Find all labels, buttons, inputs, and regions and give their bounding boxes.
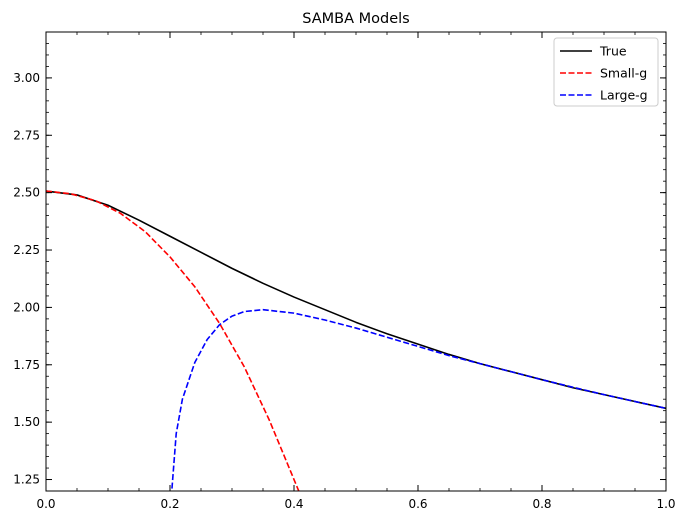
y-tick-label: 2.50 bbox=[13, 186, 40, 200]
y-tick-label: 2.25 bbox=[13, 243, 40, 257]
x-tick-label: 0.8 bbox=[532, 497, 551, 511]
x-tick-label: 0.6 bbox=[408, 497, 427, 511]
legend-label-true: True bbox=[599, 44, 627, 59]
legend-box bbox=[553, 37, 659, 107]
chart-title: SAMBA Models bbox=[302, 11, 409, 27]
x-tick-label: 0.2 bbox=[160, 497, 179, 511]
x-tick-label: 1.0 bbox=[656, 497, 675, 511]
legend-label-small-g: Small-g bbox=[600, 66, 647, 81]
legend-label-large-g: Large-g bbox=[600, 88, 648, 103]
x-tick-label: 0.4 bbox=[284, 497, 303, 511]
legend: True Small-g Large-g bbox=[553, 37, 659, 107]
plot-area: 0.0 0.2 0.4 0.6 0.8 1.0 1.25 1.50 1.75 2.00 2.25 2.… bbox=[13, 31, 676, 511]
x-tick-label: 0.0 bbox=[36, 497, 55, 511]
y-tick-label: 2.00 bbox=[13, 300, 40, 314]
y-tick-label: 3.00 bbox=[13, 71, 40, 85]
y-tick-label: 2.75 bbox=[13, 128, 40, 142]
series-line-small-g bbox=[46, 190, 300, 491]
series-line-large-g bbox=[170, 308, 666, 491]
y-tick-label: 1.75 bbox=[13, 358, 40, 372]
y-tick-label: 1.25 bbox=[13, 473, 40, 487]
series-group bbox=[46, 190, 666, 491]
y-tick-label: 1.50 bbox=[13, 415, 40, 429]
series-line-true bbox=[46, 190, 666, 410]
